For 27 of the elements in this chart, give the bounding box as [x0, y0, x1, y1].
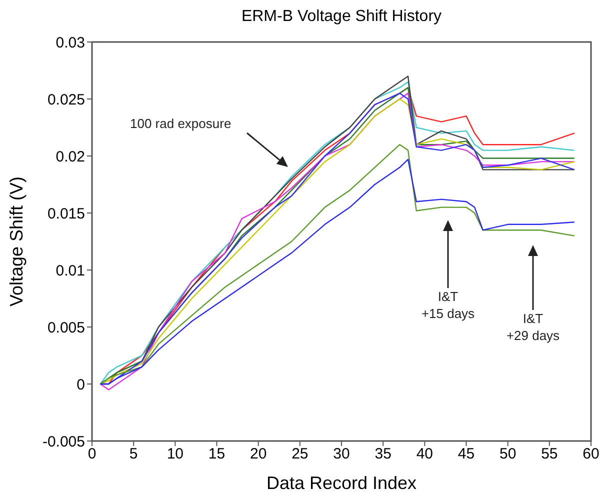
y-tick-label: 0.02	[56, 148, 85, 166]
x-tick-label: 55	[541, 446, 558, 463]
annotation: 100 rad exposure	[130, 116, 232, 131]
y-axis-title: Voltage Shift (V)	[6, 176, 26, 307]
x-tick-label: 35	[374, 446, 392, 463]
x-tick-label: 50	[499, 446, 516, 463]
x-tick-label: 5	[129, 446, 138, 463]
x-tick-label: 45	[458, 446, 475, 463]
annotation: I&T +29 days	[506, 311, 560, 343]
x-tick-label: 15	[208, 446, 226, 463]
annotation: I&T +15 days	[421, 289, 476, 321]
y-tick-label: 0.01	[56, 262, 85, 280]
x-axis-title: Data Record Index	[266, 473, 417, 492]
y-tick-label: 0.03	[56, 34, 85, 52]
y-tick-label: -0.005	[42, 433, 85, 450]
y-tick-label: 0	[76, 376, 85, 394]
x-tick-label: 25	[292, 446, 308, 463]
chart-title: ERM-B Voltage Shift History	[240, 8, 443, 26]
y-tick-label: 0.015	[47, 205, 85, 222]
y-tick-label: 0.025	[47, 91, 85, 108]
x-tick-label: 30	[333, 446, 350, 463]
x-tick-label: 0	[88, 446, 96, 463]
x-tick-label: 10	[166, 446, 184, 463]
x-tick-label: 60	[582, 446, 600, 463]
x-tick-label: 20	[250, 446, 267, 463]
x-tick-label: 40	[416, 446, 434, 463]
y-tick-label: 0.005	[47, 319, 85, 336]
